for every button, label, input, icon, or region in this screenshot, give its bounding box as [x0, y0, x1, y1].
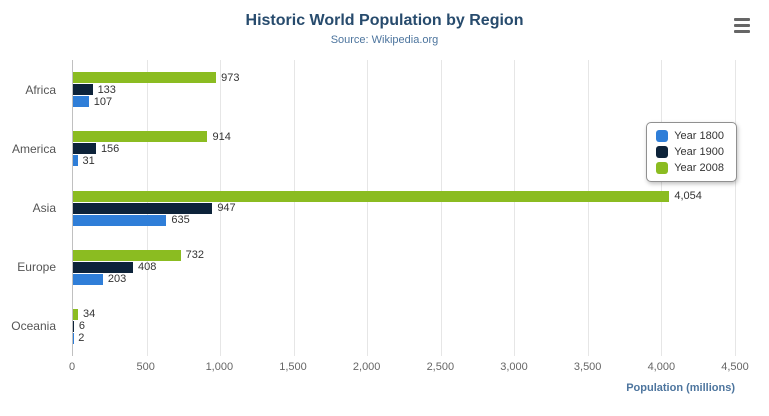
bar-europe-year-1800[interactable]: [73, 273, 103, 285]
category-label-europe: Europe: [17, 260, 56, 275]
bar-america-year-1900[interactable]: [73, 143, 96, 155]
chart-title: Historic World Population by Region: [245, 12, 524, 29]
bar-oceania-year-2008[interactable]: [73, 308, 78, 320]
bar-row: 947: [73, 202, 735, 214]
category-label-asia: Asia: [32, 201, 56, 215]
legend-label: Year 2008: [674, 162, 724, 174]
bar-value-label: 732: [185, 249, 205, 262]
legend-swatch-icon: [656, 130, 669, 142]
bar-row: 107: [73, 95, 735, 108]
legend: Year 1800 Year 1900 Year 2008: [646, 122, 737, 182]
bar-value-label: 133: [97, 83, 116, 96]
gridline: [440, 60, 442, 356]
bar-group-america: 914 156 31: [73, 119, 735, 178]
bar-row: 914: [73, 130, 735, 143]
bar-america-year-2008[interactable]: [73, 131, 208, 143]
bar-america-year-1800[interactable]: [73, 155, 78, 167]
bar-row: 133: [73, 83, 735, 96]
bar-value-label: 6: [78, 320, 85, 333]
x-tick-label: 4,000: [647, 361, 676, 373]
gridline: [514, 60, 516, 356]
category-axis: Africa America Asia Europe Oceania: [0, 60, 64, 356]
chart-subtitle: Source: Wikipedia.org: [330, 34, 439, 46]
bar-asia-year-1800[interactable]: [73, 214, 167, 226]
bar-asia-year-1900[interactable]: [73, 202, 213, 214]
legend-swatch-icon: [656, 162, 669, 174]
bar-value-label: 107: [93, 95, 113, 108]
bar-group-europe: 732 408 203: [73, 238, 735, 297]
bar-row: 2: [73, 332, 735, 345]
value-axis: 0 500 1,000 1,500 2,000 2,500 3,000 3,500 4,000 4…: [68, 361, 749, 375]
category-label-america: America: [11, 141, 56, 156]
legend-item-year-2008[interactable]: Year 2008: [656, 162, 724, 174]
bar-row: 732: [73, 249, 735, 262]
bar-group-asia: 4,054 947 635: [73, 178, 735, 237]
bar-row: 34: [73, 308, 735, 321]
bar-value-label: 203: [107, 273, 127, 286]
bar-row: 31: [73, 154, 735, 167]
category-label-oceania: Oceania: [11, 319, 56, 334]
gridline: [220, 60, 222, 356]
x-tick-label: 1,000: [205, 361, 234, 373]
x-tick-label: 1,500: [279, 361, 307, 373]
bar-row: 4,054: [73, 190, 735, 202]
legend-swatch-icon: [656, 146, 669, 158]
bar-value-label: 34: [83, 308, 96, 321]
gridline: [735, 60, 736, 356]
gridline: [367, 60, 369, 356]
bar-africa-year-1800[interactable]: [73, 96, 89, 108]
bar-value-label: 4,054: [674, 190, 702, 202]
bar-africa-year-2008[interactable]: [73, 72, 217, 84]
category-label-africa: Africa: [25, 82, 56, 97]
x-tick-label: 500: [136, 361, 155, 373]
legend-item-year-1800[interactable]: Year 1800: [656, 130, 724, 142]
bar-value-label: 635: [171, 214, 190, 226]
bar-europe-year-1900[interactable]: [73, 261, 134, 273]
bar-group-oceania: 34 6 2: [73, 297, 735, 356]
gridline: [293, 60, 295, 356]
x-tick-label: 3,000: [500, 361, 528, 373]
x-tick-label: 0: [68, 361, 76, 373]
bar-oceania-year-1900[interactable]: [73, 320, 74, 332]
bar-value-label: 914: [212, 130, 231, 143]
export-menu-button[interactable]: [729, 14, 755, 36]
bar-row: 635: [73, 214, 735, 226]
plot-area: 973 133 107 914 156 31 4,054 947 635 732 408 203 34 6…: [72, 60, 736, 356]
bar-value-label: 408: [138, 261, 157, 274]
bar-row: 973: [73, 71, 735, 84]
bar-row: 6: [73, 320, 735, 333]
bar-value-label: 947: [217, 202, 236, 214]
x-tick-label: 2,000: [352, 361, 381, 373]
bar-asia-year-2008[interactable]: [73, 190, 670, 202]
bar-value-label: 2: [78, 332, 85, 345]
legend-item-year-1900[interactable]: Year 1900: [656, 146, 724, 158]
gridline: [661, 60, 663, 356]
bar-africa-year-1900[interactable]: [73, 84, 93, 96]
hamburger-icon: [734, 17, 750, 33]
x-tick-label: 2,500: [426, 361, 455, 373]
x-tick-label: 4,500: [721, 361, 749, 373]
x-axis-title: Population (millions): [626, 382, 735, 394]
bar-value-label: 973: [221, 71, 240, 84]
bar-value-label: 31: [82, 154, 95, 167]
legend-label: Year 1900: [674, 146, 724, 158]
bar-value-label: 156: [100, 142, 120, 155]
bar-group-africa: 973 133 107: [73, 60, 735, 119]
bar-row: 156: [73, 142, 735, 155]
bar-row: 203: [73, 273, 735, 286]
x-tick-label: 3,500: [573, 361, 602, 373]
bar-europe-year-2008[interactable]: [73, 249, 181, 261]
bar-row: 408: [73, 261, 735, 274]
gridline: [587, 60, 589, 356]
legend-label: Year 1800: [674, 130, 724, 142]
